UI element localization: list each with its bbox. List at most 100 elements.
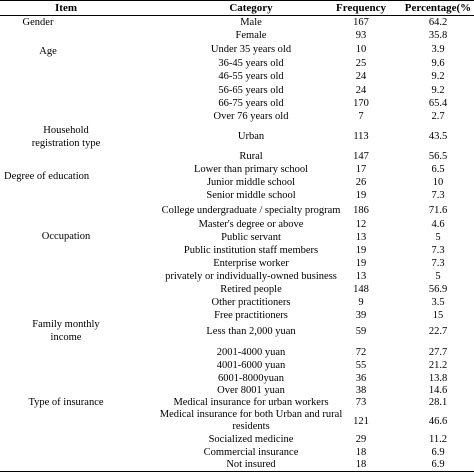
- table-row-frequency: 7: [358, 111, 364, 122]
- table-row-category: Over 76 years old: [213, 111, 289, 122]
- table-row-percentage: 46.6: [428, 416, 448, 427]
- table-row-category: 66-75 years old: [218, 98, 284, 109]
- table-top-rule: [0, 0, 474, 1]
- table-row-percentage: 13.8: [428, 373, 448, 384]
- item-income-line1: Family monthly: [32, 319, 100, 330]
- table-row-category: Male: [240, 17, 262, 28]
- item-age: Age: [39, 46, 57, 57]
- table-row-frequency: 38: [355, 385, 367, 396]
- table-row-frequency: 121: [353, 416, 369, 427]
- table-row-frequency: 19: [355, 258, 367, 269]
- table-row-percentage: 9.6: [431, 58, 445, 69]
- header-category: Category: [229, 2, 273, 14]
- table-row-frequency: 73: [355, 397, 367, 408]
- table-row-frequency: 19: [355, 245, 367, 256]
- table-row-category: 56-65 years old: [218, 85, 284, 96]
- table-row-frequency: 9: [358, 297, 364, 308]
- table-row-category: Medical insurance for urban workers: [173, 397, 329, 408]
- table-row-category: Public institution staff members: [183, 245, 319, 256]
- item-household-line1: Household: [43, 125, 89, 136]
- table-row-category: Under 35 years old: [210, 44, 292, 55]
- table-row-percentage: 6.5: [431, 164, 445, 175]
- table-row-percentage: 27.7: [428, 347, 448, 358]
- header-percentage: Percentage(%: [404, 2, 472, 14]
- table-row-category: Junior middle school: [206, 177, 296, 188]
- table-row-frequency: 113: [353, 131, 369, 142]
- table-row-frequency: 10: [355, 44, 367, 55]
- table-row-category: Free practitioners: [214, 310, 288, 321]
- table-row-percentage: 64.2: [428, 17, 448, 28]
- table-row-category: 4001-6000 yuan: [216, 360, 286, 371]
- table-row-percentage: 22.7: [428, 326, 448, 337]
- table-row-percentage: 14.6: [428, 385, 448, 396]
- table-row-percentage: 9.2: [431, 71, 445, 82]
- table-row-percentage: 5: [435, 271, 441, 282]
- table-row-category: Female: [235, 30, 267, 41]
- table-row-category: Senior middle school: [206, 190, 296, 201]
- table-row-frequency: 93: [355, 30, 367, 41]
- item-insurance: Type of insurance: [28, 397, 104, 408]
- item-income-line2: income: [50, 332, 82, 343]
- table-row-frequency: 55: [355, 360, 367, 371]
- item-household-line2: registration type: [31, 138, 101, 149]
- table-row-frequency: 19: [355, 190, 367, 201]
- table-row-category: College undergraduate / specialty progra…: [161, 205, 341, 216]
- table-row-percentage: 7.3: [431, 190, 445, 201]
- table-row-frequency: 39: [355, 310, 367, 321]
- table-row-category: Lower than primary school: [193, 164, 308, 175]
- table-row-percentage: 6.9: [431, 447, 445, 458]
- item-gender: Gender: [22, 17, 54, 28]
- table-row-percentage: 9.2: [431, 85, 445, 96]
- table-row-category: 46-55 years old: [218, 71, 284, 82]
- table-row-frequency: 26: [355, 177, 367, 188]
- table-row-percentage: 11.2: [429, 434, 447, 445]
- table-row-category: Master's degree or above: [198, 219, 304, 230]
- table-row-percentage: 2.7: [431, 111, 445, 122]
- table-row-frequency: 72: [355, 347, 367, 358]
- header-item: Item: [55, 2, 77, 14]
- table-bottom-rule: [0, 471, 474, 472]
- table-row-percentage: 65.4: [428, 98, 448, 109]
- table-row-category: privately or individually-owned business: [165, 271, 337, 282]
- table-row-category: Rural: [239, 151, 263, 162]
- table-row-frequency: 59: [355, 326, 367, 337]
- table-row-frequency: 17: [355, 164, 367, 175]
- table-row-category: Other practitioners: [211, 297, 291, 308]
- table-row-frequency: 186: [353, 205, 369, 216]
- table-row-percentage: 28.1: [428, 397, 448, 408]
- table-row-percentage: 3.9: [431, 44, 445, 55]
- table-row-frequency: 29: [355, 434, 367, 445]
- table-row-percentage: 3.5: [431, 297, 445, 308]
- table-row-category-line1: Medical insurance for both Urban and rur…: [159, 409, 343, 420]
- table-row-percentage: 43.5: [428, 131, 448, 142]
- table-row-frequency: 13: [355, 271, 367, 282]
- table-row-percentage: 56.5: [428, 151, 448, 162]
- item-education: Degree of education: [4, 171, 90, 182]
- table-row-percentage: 4.6: [431, 219, 445, 230]
- header-frequency: Frequency: [336, 2, 386, 14]
- table-row-frequency: 167: [353, 17, 369, 28]
- table-row-percentage: 21.2: [428, 360, 448, 371]
- table-row-percentage: 7.3: [431, 245, 445, 256]
- table-row-frequency: 24: [355, 85, 367, 96]
- table-row-frequency: 25: [355, 58, 367, 69]
- table-row-category: Not insured: [226, 459, 276, 470]
- table-row-category: 36-45 years old: [218, 58, 284, 69]
- table-row-percentage: 15: [432, 310, 444, 321]
- table-row-frequency: 36: [355, 373, 367, 384]
- table-row-percentage: 35.8: [428, 30, 448, 41]
- table-row-frequency: 170: [353, 98, 369, 109]
- table-row-frequency: 12: [355, 219, 367, 230]
- table-row-category: Urban: [237, 131, 265, 142]
- table-row-frequency: 18: [355, 447, 367, 458]
- table-row-category: Socialized medicine: [208, 434, 294, 445]
- table-row-frequency: 18: [355, 459, 367, 470]
- table-row-percentage: 5: [435, 232, 441, 243]
- table-row-frequency: 147: [353, 151, 369, 162]
- table-row-percentage: 7.3: [431, 258, 445, 269]
- table-row-category: 6001-8000yuan: [218, 373, 284, 384]
- table-header-rule: [0, 15, 474, 16]
- table-row-category: Enterprise worker: [213, 258, 289, 269]
- item-occupation: Occupation: [41, 231, 91, 242]
